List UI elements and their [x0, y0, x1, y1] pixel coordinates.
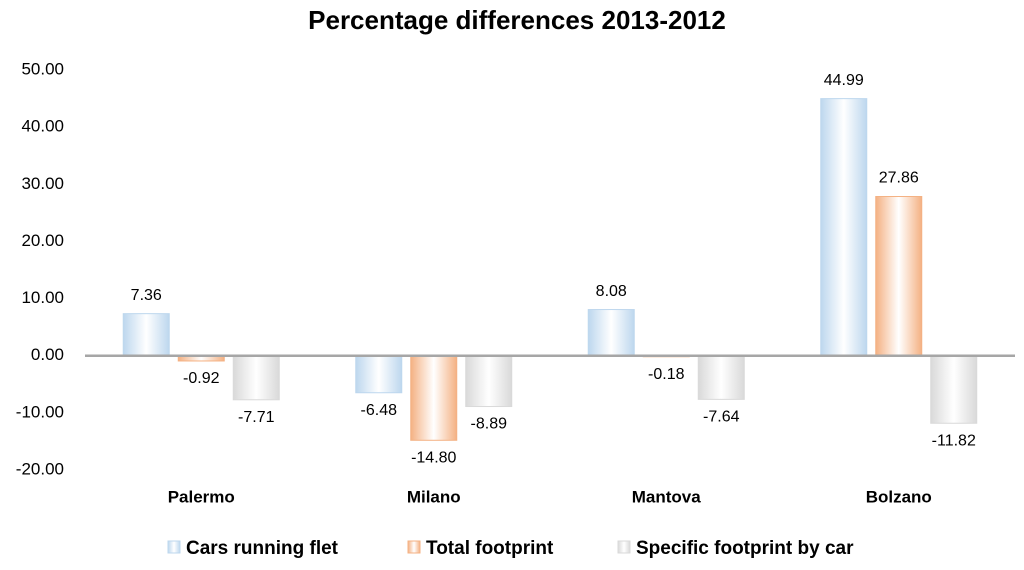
data-label: -14.80	[411, 450, 456, 467]
legend-label: Specific footprint by car	[636, 538, 854, 559]
x-tick-label: Milano	[407, 487, 461, 506]
bar	[930, 355, 978, 424]
data-label: -7.64	[703, 409, 740, 426]
y-tick-label: 50.00	[21, 59, 64, 78]
bar	[410, 355, 458, 441]
y-tick-label: 30.00	[21, 174, 64, 193]
data-label: 27.86	[879, 170, 919, 187]
bar	[875, 196, 923, 357]
x-tick-label: Palermo	[168, 487, 235, 506]
data-label: -6.48	[361, 402, 398, 419]
data-label: -7.71	[238, 409, 275, 426]
data-label: 44.99	[824, 72, 864, 89]
legend-marker	[617, 540, 631, 554]
legend-label: Total footprint	[426, 538, 554, 559]
y-tick-label: 0.00	[31, 345, 64, 364]
bar	[355, 355, 403, 394]
x-tick-label: Bolzano	[866, 487, 932, 506]
data-label: -11.82	[932, 432, 976, 449]
y-tick-label: 40.00	[21, 117, 64, 136]
bar	[820, 98, 868, 357]
y-tick-label: 20.00	[21, 231, 64, 250]
y-tick-label: -20.00	[16, 459, 64, 478]
data-label: 8.08	[596, 283, 627, 300]
data-label: -8.89	[471, 416, 508, 433]
legend-marker	[407, 540, 421, 554]
legend-label: Cars running flet	[186, 538, 339, 559]
x-tick-label: Mantova	[632, 487, 702, 506]
data-label: -0.92	[183, 370, 220, 387]
y-tick-label: -10.00	[16, 402, 64, 421]
bar	[465, 355, 513, 408]
bar	[232, 355, 280, 401]
y-tick-label: 10.00	[21, 288, 64, 307]
bar	[697, 355, 745, 400]
legend-marker	[167, 540, 181, 554]
bar	[587, 309, 635, 357]
data-label: 7.36	[131, 287, 162, 304]
chart-title: Percentage differences 2013-2012	[308, 5, 726, 35]
bar	[122, 313, 170, 357]
data-label: -0.18	[648, 366, 685, 383]
